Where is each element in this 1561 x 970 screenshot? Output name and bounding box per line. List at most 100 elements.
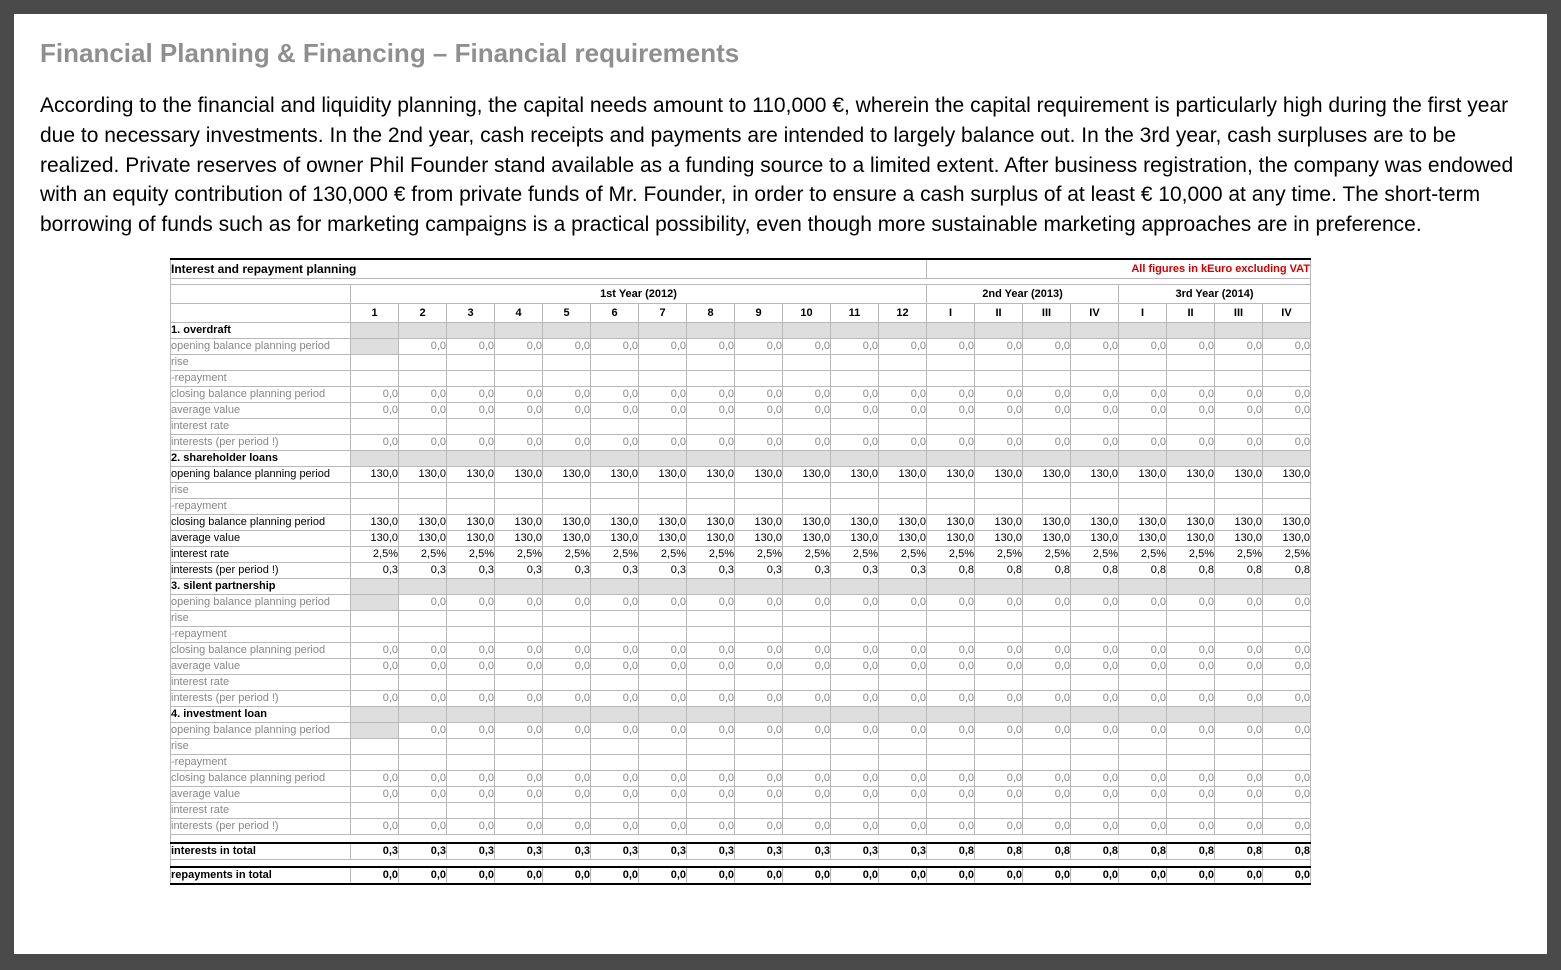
data-cell xyxy=(543,627,591,643)
data-cell xyxy=(639,483,687,499)
total-cell: 0,8 xyxy=(1167,843,1215,860)
total-cell: 0,3 xyxy=(783,843,831,860)
group-header: 2. shareholder loans xyxy=(171,451,351,467)
data-cell xyxy=(1263,483,1311,499)
data-cell xyxy=(879,739,927,755)
data-cell: 0,0 xyxy=(783,595,831,611)
data-cell xyxy=(1215,627,1263,643)
data-cell xyxy=(783,499,831,515)
total-row-label: repayments in total xyxy=(171,867,351,884)
data-cell: 0,3 xyxy=(543,563,591,579)
data-cell: 0,0 xyxy=(495,787,543,803)
data-cell xyxy=(927,803,975,819)
data-cell xyxy=(1119,803,1167,819)
data-cell: 0,0 xyxy=(831,819,879,835)
data-cell: 0,0 xyxy=(399,723,447,739)
data-cell xyxy=(831,499,879,515)
data-cell: 0,0 xyxy=(1119,339,1167,355)
data-cell xyxy=(831,371,879,387)
data-cell xyxy=(543,803,591,819)
total-cell: 0,0 xyxy=(1215,867,1263,884)
data-cell xyxy=(495,627,543,643)
data-cell: 0,0 xyxy=(591,643,639,659)
column-header: 1 xyxy=(351,304,399,323)
data-cell xyxy=(351,755,399,771)
data-cell: 0,0 xyxy=(495,643,543,659)
data-cell xyxy=(735,611,783,627)
data-cell xyxy=(687,371,735,387)
data-cell xyxy=(1071,755,1119,771)
data-cell: 0,0 xyxy=(591,659,639,675)
data-cell xyxy=(975,483,1023,499)
total-cell: 0,0 xyxy=(783,867,831,884)
data-cell xyxy=(1167,371,1215,387)
data-cell: 0,0 xyxy=(1215,339,1263,355)
data-cell xyxy=(879,355,927,371)
data-cell: 0,8 xyxy=(927,563,975,579)
data-cell: 0,0 xyxy=(1263,339,1311,355)
data-cell xyxy=(1119,627,1167,643)
data-cell: 0,0 xyxy=(687,403,735,419)
total-cell: 0,3 xyxy=(543,843,591,860)
data-cell: 130,0 xyxy=(1023,531,1071,547)
data-cell: 130,0 xyxy=(975,515,1023,531)
data-cell xyxy=(591,803,639,819)
data-cell xyxy=(495,803,543,819)
data-cell xyxy=(399,483,447,499)
data-cell xyxy=(1119,499,1167,515)
data-cell: 0,0 xyxy=(879,339,927,355)
data-cell: 0,0 xyxy=(1023,643,1071,659)
data-cell: 0,0 xyxy=(447,819,495,835)
data-cell: 130,0 xyxy=(1023,515,1071,531)
data-cell: 0,0 xyxy=(831,595,879,611)
data-cell: 0,0 xyxy=(639,771,687,787)
data-cell xyxy=(543,355,591,371)
data-cell xyxy=(1071,627,1119,643)
data-cell xyxy=(543,371,591,387)
data-cell: 0,0 xyxy=(399,819,447,835)
data-cell: 0,0 xyxy=(639,819,687,835)
data-cell: 130,0 xyxy=(1167,531,1215,547)
data-cell: 0,0 xyxy=(543,435,591,451)
data-cell: 0,0 xyxy=(975,819,1023,835)
column-header: II xyxy=(975,304,1023,323)
data-cell xyxy=(927,355,975,371)
data-cell: 0,0 xyxy=(735,643,783,659)
data-cell: 130,0 xyxy=(783,515,831,531)
data-cell xyxy=(639,499,687,515)
total-cell: 0,8 xyxy=(1215,843,1263,860)
data-cell xyxy=(927,499,975,515)
data-cell: 0,0 xyxy=(1071,387,1119,403)
data-cell: 0,0 xyxy=(1263,819,1311,835)
data-cell: 0,0 xyxy=(1119,659,1167,675)
data-cell: 0,0 xyxy=(1215,723,1263,739)
column-header: 5 xyxy=(543,304,591,323)
data-cell xyxy=(1215,499,1263,515)
year-header: 3rd Year (2014) xyxy=(1119,285,1311,304)
data-cell xyxy=(1023,419,1071,435)
column-header: I xyxy=(927,304,975,323)
data-cell: 0,0 xyxy=(1023,819,1071,835)
data-cell: 2,5% xyxy=(783,547,831,563)
data-cell: 0,0 xyxy=(591,819,639,835)
data-cell xyxy=(495,611,543,627)
column-header: I xyxy=(1119,304,1167,323)
data-cell: 0,0 xyxy=(927,819,975,835)
data-cell: 0,0 xyxy=(591,787,639,803)
data-cell xyxy=(351,371,399,387)
data-cell xyxy=(495,355,543,371)
data-cell: 130,0 xyxy=(639,467,687,483)
data-cell: 0,0 xyxy=(447,723,495,739)
data-cell xyxy=(639,355,687,371)
data-cell: 0,0 xyxy=(879,819,927,835)
data-cell xyxy=(1263,803,1311,819)
data-cell: 130,0 xyxy=(1071,467,1119,483)
data-cell xyxy=(543,675,591,691)
data-cell: 130,0 xyxy=(543,531,591,547)
data-cell xyxy=(351,483,399,499)
row-label: average value xyxy=(171,403,351,419)
data-cell: 0,0 xyxy=(975,787,1023,803)
data-cell: 0,3 xyxy=(831,563,879,579)
data-cell: 0,0 xyxy=(1215,787,1263,803)
data-cell: 0,0 xyxy=(687,691,735,707)
